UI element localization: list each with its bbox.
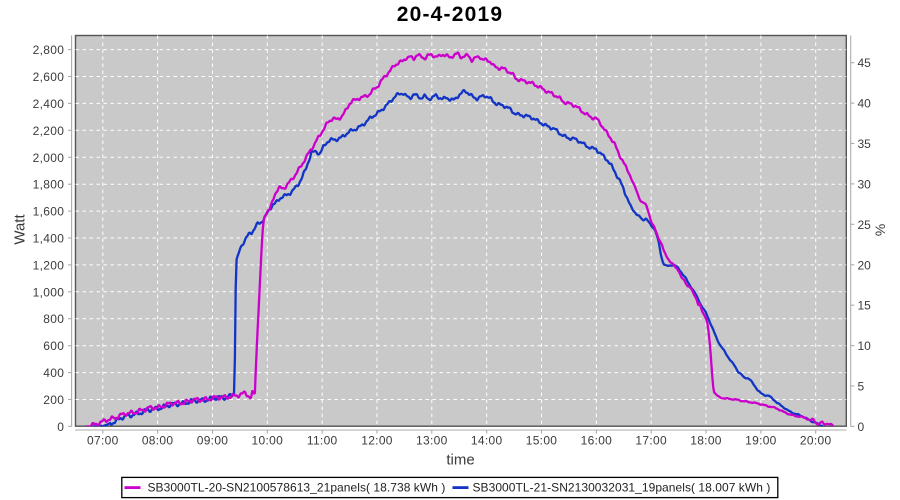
svg-text:20-4-2019: 20-4-2019 [397, 3, 504, 26]
svg-text:2,600: 2,600 [33, 70, 65, 84]
svg-text:15:00: 15:00 [526, 434, 558, 448]
svg-text:2,400: 2,400 [33, 97, 65, 111]
svg-text:400: 400 [43, 366, 64, 380]
svg-text:2,200: 2,200 [33, 124, 65, 138]
svg-text:SB3000TL-20-SN2100578613_21pan: SB3000TL-20-SN2100578613_21panels( 18.73… [148, 481, 446, 495]
svg-text:200: 200 [43, 393, 64, 407]
svg-text:07:00: 07:00 [87, 434, 119, 448]
svg-text:25: 25 [858, 218, 872, 232]
svg-text:2,000: 2,000 [33, 151, 65, 165]
svg-text:14:00: 14:00 [471, 434, 503, 448]
svg-text:45: 45 [858, 56, 872, 70]
svg-text:2,800: 2,800 [33, 43, 65, 57]
svg-text:19:00: 19:00 [745, 434, 777, 448]
svg-text:10:00: 10:00 [252, 434, 284, 448]
svg-text:5: 5 [858, 380, 865, 394]
svg-text:13:00: 13:00 [416, 434, 448, 448]
svg-text:35: 35 [858, 137, 872, 151]
svg-text:20: 20 [858, 258, 872, 272]
svg-text:10: 10 [858, 339, 872, 353]
svg-text:18:00: 18:00 [690, 434, 722, 448]
svg-text:1,400: 1,400 [33, 232, 65, 246]
svg-text:11:00: 11:00 [307, 434, 338, 448]
svg-text:17:00: 17:00 [635, 434, 667, 448]
svg-text:0: 0 [57, 420, 64, 434]
svg-text:16:00: 16:00 [581, 434, 613, 448]
svg-text:time: time [446, 451, 474, 468]
svg-text:Watt: Watt [11, 214, 28, 245]
svg-text:SB3000TL-21-SN2130032031_19pan: SB3000TL-21-SN2130032031_19panels( 18.00… [473, 481, 771, 495]
svg-text:1,000: 1,000 [33, 285, 65, 299]
svg-text:12:00: 12:00 [361, 434, 393, 448]
svg-text:1,800: 1,800 [33, 178, 65, 192]
svg-text:1,600: 1,600 [33, 205, 65, 219]
svg-text:40: 40 [858, 97, 872, 111]
svg-text:800: 800 [43, 312, 64, 326]
svg-text:15: 15 [858, 299, 872, 313]
svg-text:1,200: 1,200 [33, 258, 65, 272]
svg-text:600: 600 [43, 339, 64, 353]
svg-text:09:00: 09:00 [197, 434, 229, 448]
svg-text:20:00: 20:00 [800, 434, 832, 448]
svg-text:30: 30 [858, 177, 872, 191]
svg-text:%: % [873, 224, 889, 236]
svg-text:08:00: 08:00 [142, 434, 174, 448]
svg-text:0: 0 [858, 420, 865, 434]
